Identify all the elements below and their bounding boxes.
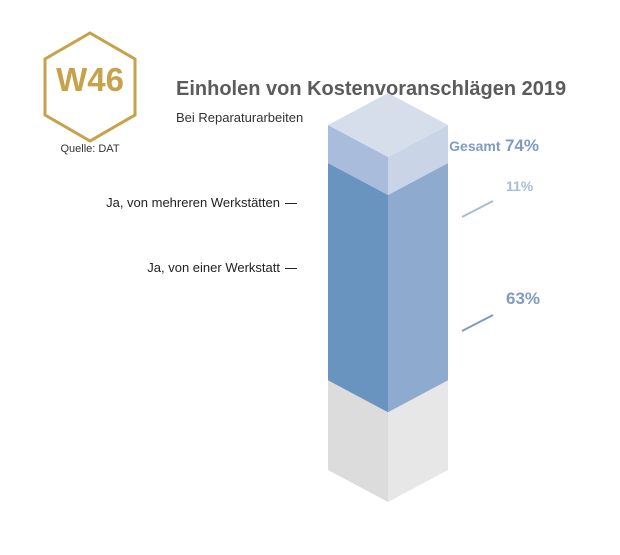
leader-line-multiple [461,200,494,218]
total-text: Gesamt [449,138,501,154]
chart-title: Einholen von Kostenvoranschlägen 2019 [176,78,567,100]
bar-segment-remaining-side [388,380,448,502]
chart-subtitle: Bei Reparaturarbeiten [176,110,304,125]
legend-label-single-text: Ja, von einer Werkstatt [147,260,280,275]
leader-line-single [461,314,494,332]
badge-code: W46 [56,61,124,98]
bar-segment-several-workshops-side [388,125,448,195]
badge: W46 [40,30,140,144]
hexagon-badge-icon [43,31,137,143]
label-dash [285,268,297,270]
legend-label-single: Ja, von einer Werkstatt [97,260,297,275]
source-label: Quelle: DAT [60,143,120,155]
label-dash [285,203,297,205]
bar-segment-one-workshop-front [328,162,388,413]
data-label-single: 63% [506,289,541,308]
bar-segment-one-workshop-side [388,162,448,413]
total-label: Gesamt 74% [449,136,539,156]
legend-label-multiple: Ja, von mehreren Werkstätten [97,195,297,210]
bar-top-face [328,93,448,157]
bar-segment-remaining-front [328,380,388,502]
data-label-multiple: 11% [506,178,534,194]
total-value: 74% [504,136,539,155]
legend-label-multiple-text: Ja, von mehreren Werkstätten [106,195,280,210]
bar-segment-several-workshops-front [328,125,388,195]
